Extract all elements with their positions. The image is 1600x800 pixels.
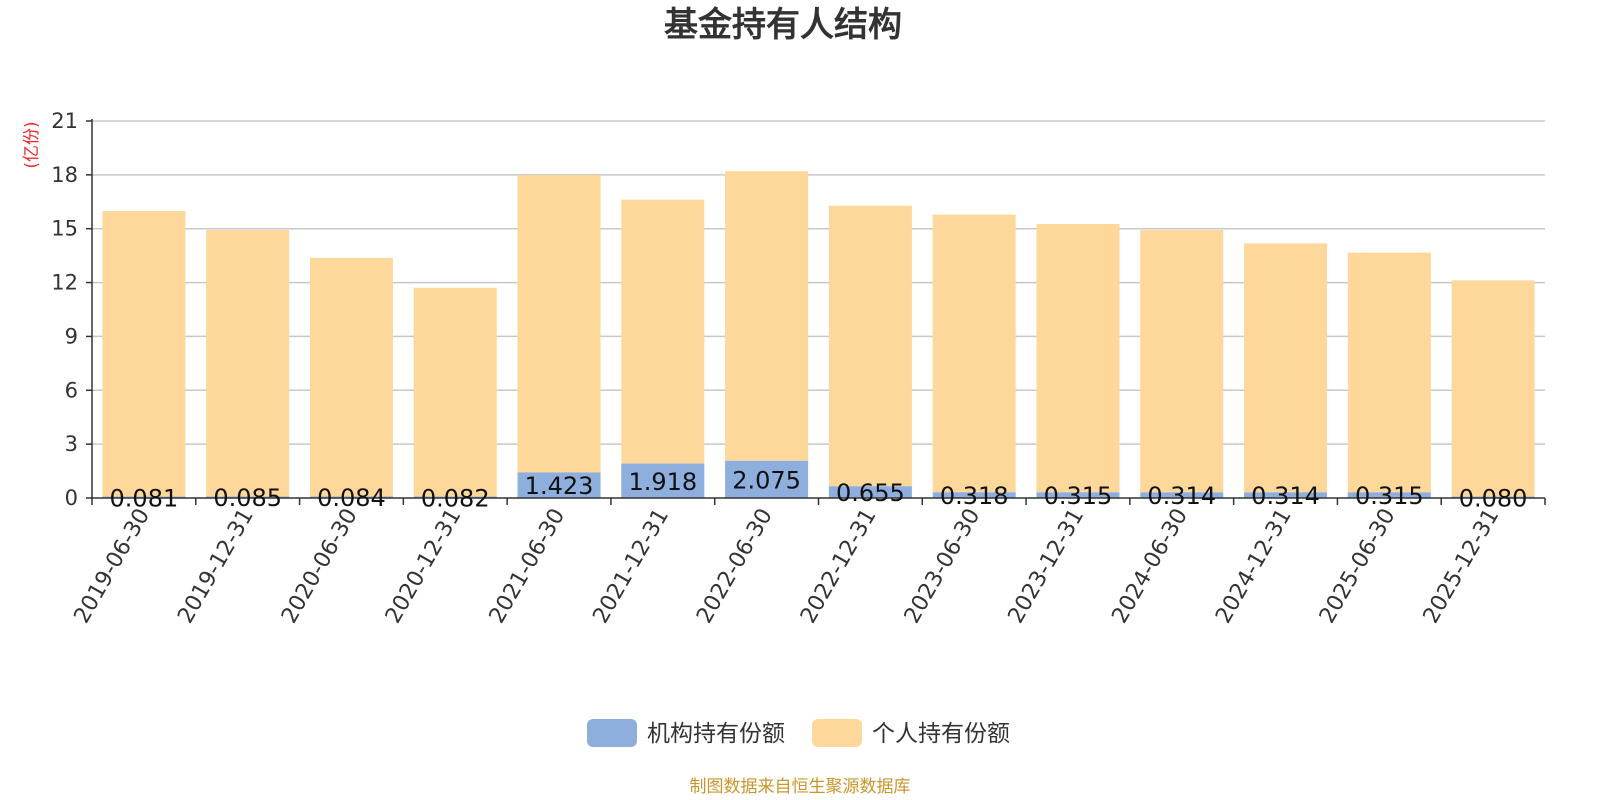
bar-individual-2022-06-30	[725, 171, 809, 461]
bar-individual-2022-12-31	[828, 205, 912, 487]
data-label-institutional: 0.315	[1355, 482, 1424, 510]
legend-label-0: 机构持有份额	[647, 721, 785, 747]
bar-individual-2019-12-31	[206, 230, 290, 497]
data-label-institutional: 2.075	[732, 466, 801, 494]
bar-individual-2025-06-30	[1347, 252, 1431, 493]
x-tick-label: 2024-12-31	[1211, 505, 1297, 628]
y-tick-label: 9	[65, 324, 78, 348]
axes	[86, 119, 1546, 505]
legend: 机构持有份额 个人持有份额	[587, 719, 1010, 747]
bar-individual-2020-12-31	[413, 287, 497, 497]
data-label-institutional: 0.314	[1147, 482, 1216, 510]
data-label-institutional: 1.918	[628, 468, 697, 496]
x-tick-label: 2023-12-31	[1004, 505, 1090, 628]
data-label-institutional: 0.081	[110, 484, 179, 512]
x-tick-label: 2023-06-30	[900, 505, 986, 628]
data-label-institutional: 0.315	[1044, 482, 1113, 510]
x-tick-label: 2019-06-30	[70, 505, 156, 628]
x-tick-label: 2025-12-31	[1419, 505, 1505, 628]
y-tick-label: 12	[51, 271, 78, 295]
bar-individual-2019-06-30	[102, 211, 186, 497]
bar-individual-2023-06-30	[932, 214, 1016, 493]
legend-label-1: 个人持有份额	[872, 721, 1010, 747]
y-tick-label: 3	[65, 432, 78, 456]
x-tick-label: 2021-12-31	[588, 505, 674, 628]
data-label-institutional: 0.080	[1459, 484, 1528, 512]
x-ticks: 2019-06-30 2019-12-31 2020-06-30 2020-12-31…	[70, 505, 1505, 628]
bar-individual-2021-06-30	[517, 175, 601, 473]
bar-institutional-2024-12-31	[1244, 492, 1328, 498]
data-label-institutional: 0.085	[213, 484, 282, 512]
bar-institutional-2022-12-31	[828, 486, 912, 498]
data-label-institutional: 0.318	[940, 482, 1009, 510]
data-label-institutional: 0.314	[1251, 482, 1320, 510]
y-tick-label: 6	[65, 378, 78, 402]
y-tick-label: 0	[65, 486, 78, 510]
bar-institutional-2021-06-30	[517, 472, 601, 498]
bar-institutional-2023-12-31	[1036, 492, 1120, 498]
data-label-institutional: 0.084	[317, 484, 386, 512]
x-tick-label: 2025-06-30	[1315, 505, 1401, 628]
source-note: 制图数据来自恒生聚源数据库	[690, 777, 911, 797]
y-tick-label: 21	[51, 109, 78, 133]
bar-individual-2020-06-30	[309, 257, 393, 497]
bar-institutional-2021-12-31	[621, 463, 705, 498]
data-label-institutional: 1.423	[525, 472, 594, 500]
x-tick-label: 2024-06-30	[1107, 505, 1193, 628]
data-label-institutional: 0.655	[836, 479, 905, 507]
x-tick-label: 2019-12-31	[173, 505, 259, 628]
y-axis-unit: (亿份)	[22, 121, 42, 168]
bar-institutional-2024-06-30	[1140, 492, 1224, 498]
legend-swatch-1	[812, 719, 862, 747]
y-tick-label: 18	[51, 163, 78, 187]
bar-institutional-2025-06-30	[1347, 492, 1431, 498]
legend-swatch-0	[587, 719, 637, 747]
bar-individual-2021-12-31	[621, 199, 705, 464]
y-ticks: 0 3 6 9 12 15 18 21	[51, 109, 78, 510]
bars	[102, 171, 1535, 498]
bar-individual-2024-12-31	[1244, 243, 1328, 493]
data-labels: 0.081 0.085 0.084 0.082 1.423 1.918 2.075 0.655…	[110, 466, 1528, 512]
bar-institutional-2022-06-30	[725, 460, 809, 498]
bar-individual-2025-12-31	[1451, 280, 1535, 497]
bar-individual-2023-12-31	[1036, 223, 1120, 493]
x-tick-label: 2021-06-30	[485, 505, 571, 628]
x-tick-label: 2022-06-30	[692, 505, 778, 628]
x-tick-label: 2022-12-31	[796, 505, 882, 628]
bar-institutional-2023-06-30	[932, 492, 1016, 498]
chart-title: 基金持有人结构	[664, 5, 902, 45]
y-tick-label: 15	[51, 217, 78, 241]
x-tick-label: 2020-12-31	[381, 505, 467, 628]
x-tick-label: 2020-06-30	[277, 505, 363, 628]
data-label-institutional: 0.082	[421, 484, 490, 512]
bar-institutional-2020-06-30	[309, 496, 393, 498]
bar-individual-2024-06-30	[1140, 230, 1224, 493]
bar-institutional-2019-12-31	[206, 496, 290, 498]
